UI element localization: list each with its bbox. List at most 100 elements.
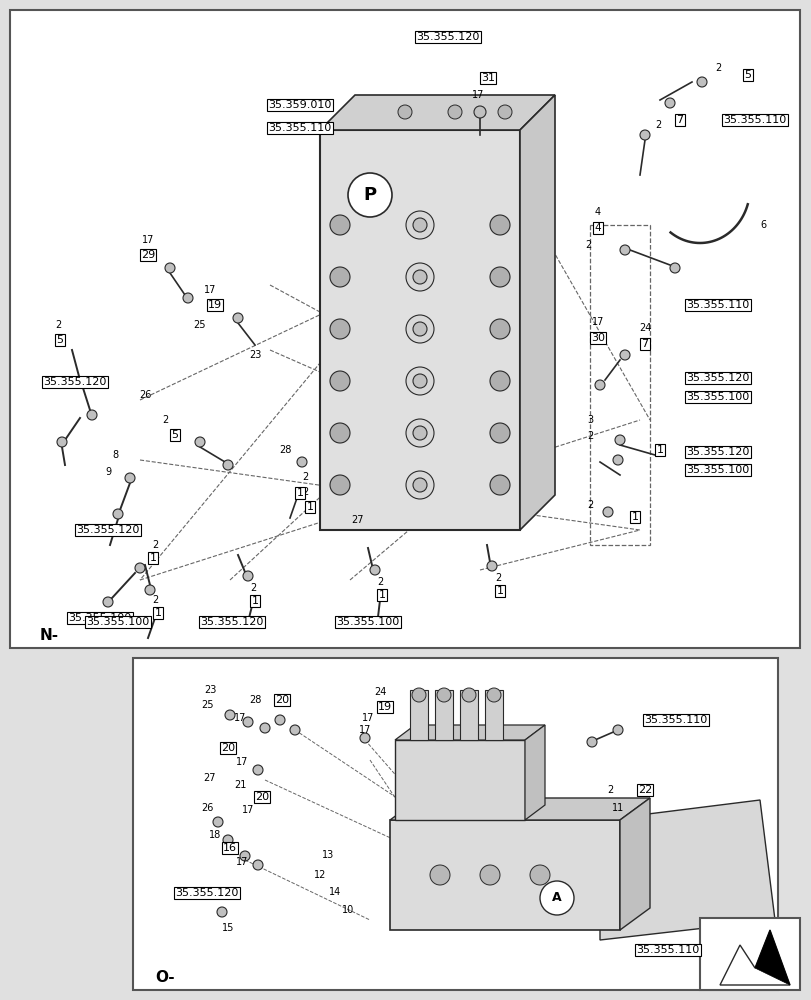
Circle shape bbox=[413, 478, 427, 492]
Text: 26: 26 bbox=[139, 390, 151, 400]
Circle shape bbox=[253, 765, 263, 775]
Circle shape bbox=[406, 263, 433, 291]
Bar bbox=[389, 820, 620, 930]
Text: 1: 1 bbox=[296, 488, 303, 498]
Text: 2: 2 bbox=[55, 320, 61, 330]
Circle shape bbox=[125, 473, 135, 483]
Circle shape bbox=[436, 688, 450, 702]
Bar bbox=[410, 690, 427, 740]
Circle shape bbox=[664, 98, 674, 108]
Text: 1: 1 bbox=[154, 608, 161, 618]
Text: 2: 2 bbox=[302, 487, 307, 497]
Bar bbox=[590, 225, 649, 545]
Text: 35.355.120: 35.355.120 bbox=[43, 377, 106, 387]
Circle shape bbox=[397, 105, 411, 119]
Circle shape bbox=[225, 710, 234, 720]
Text: 17: 17 bbox=[362, 713, 374, 723]
Text: 5: 5 bbox=[57, 335, 63, 345]
Text: 35.355.100: 35.355.100 bbox=[68, 613, 131, 623]
Text: 5: 5 bbox=[744, 70, 750, 80]
Circle shape bbox=[260, 723, 270, 733]
Text: 7: 7 bbox=[641, 339, 648, 349]
Circle shape bbox=[430, 865, 449, 885]
Text: 25: 25 bbox=[201, 700, 214, 710]
Text: 22: 22 bbox=[637, 785, 651, 795]
Text: 14: 14 bbox=[328, 887, 341, 897]
Text: 20: 20 bbox=[255, 792, 268, 802]
Circle shape bbox=[406, 211, 433, 239]
Circle shape bbox=[233, 313, 242, 323]
Bar bbox=[133, 658, 777, 990]
Circle shape bbox=[329, 423, 350, 443]
Circle shape bbox=[145, 585, 155, 595]
Circle shape bbox=[489, 371, 509, 391]
Circle shape bbox=[612, 455, 622, 465]
Text: 17: 17 bbox=[358, 725, 371, 735]
Text: 24: 24 bbox=[373, 687, 386, 697]
Circle shape bbox=[240, 851, 250, 861]
Text: 1: 1 bbox=[149, 553, 157, 563]
Circle shape bbox=[87, 410, 97, 420]
Polygon shape bbox=[719, 930, 789, 985]
Circle shape bbox=[165, 263, 175, 273]
Circle shape bbox=[413, 374, 427, 388]
Text: 27: 27 bbox=[204, 773, 216, 783]
Text: 35.355.110: 35.355.110 bbox=[644, 715, 706, 725]
Bar bbox=[484, 690, 502, 740]
Circle shape bbox=[406, 419, 433, 447]
Circle shape bbox=[669, 263, 679, 273]
Text: 24: 24 bbox=[638, 323, 650, 333]
Circle shape bbox=[57, 437, 67, 447]
Text: 35.355.120: 35.355.120 bbox=[685, 373, 749, 383]
Polygon shape bbox=[389, 798, 649, 820]
Circle shape bbox=[135, 563, 145, 573]
Text: 2: 2 bbox=[606, 785, 612, 795]
Text: 17: 17 bbox=[591, 317, 603, 327]
Text: 35.355.120: 35.355.120 bbox=[76, 525, 139, 535]
Text: 1: 1 bbox=[306, 502, 313, 512]
Circle shape bbox=[411, 688, 426, 702]
Circle shape bbox=[297, 457, 307, 467]
Text: 35.355.120: 35.355.120 bbox=[685, 447, 749, 457]
Text: 2: 2 bbox=[494, 573, 500, 583]
Circle shape bbox=[479, 865, 500, 885]
Text: 2: 2 bbox=[152, 540, 158, 550]
Text: 29: 29 bbox=[140, 250, 155, 260]
Text: 26: 26 bbox=[200, 803, 213, 813]
Polygon shape bbox=[394, 725, 544, 740]
Text: 3: 3 bbox=[586, 415, 592, 425]
Circle shape bbox=[253, 860, 263, 870]
Text: 2: 2 bbox=[714, 63, 720, 73]
Polygon shape bbox=[620, 798, 649, 930]
Text: 17: 17 bbox=[471, 90, 483, 100]
Circle shape bbox=[359, 733, 370, 743]
Circle shape bbox=[487, 561, 496, 571]
Polygon shape bbox=[519, 95, 554, 530]
Circle shape bbox=[489, 215, 509, 235]
Circle shape bbox=[594, 380, 604, 390]
Text: 16: 16 bbox=[223, 843, 237, 853]
Text: 15: 15 bbox=[221, 923, 234, 933]
Text: 9: 9 bbox=[105, 467, 111, 477]
Polygon shape bbox=[525, 725, 544, 820]
Circle shape bbox=[329, 371, 350, 391]
Circle shape bbox=[290, 725, 299, 735]
Circle shape bbox=[329, 319, 350, 339]
Circle shape bbox=[539, 881, 573, 915]
Text: 35.355.110: 35.355.110 bbox=[636, 945, 699, 955]
Text: 35.355.120: 35.355.120 bbox=[175, 888, 238, 898]
Bar bbox=[435, 690, 453, 740]
Circle shape bbox=[275, 715, 285, 725]
Text: 25: 25 bbox=[194, 320, 206, 330]
Circle shape bbox=[586, 737, 596, 747]
Text: O-: O- bbox=[155, 970, 174, 985]
Text: 12: 12 bbox=[313, 870, 326, 880]
Circle shape bbox=[348, 173, 392, 217]
Circle shape bbox=[406, 315, 433, 343]
Circle shape bbox=[370, 565, 380, 575]
Text: 17: 17 bbox=[242, 805, 254, 815]
Circle shape bbox=[696, 77, 706, 87]
Circle shape bbox=[329, 267, 350, 287]
Text: 35.355.100: 35.355.100 bbox=[685, 465, 749, 475]
Bar bbox=[394, 740, 525, 820]
